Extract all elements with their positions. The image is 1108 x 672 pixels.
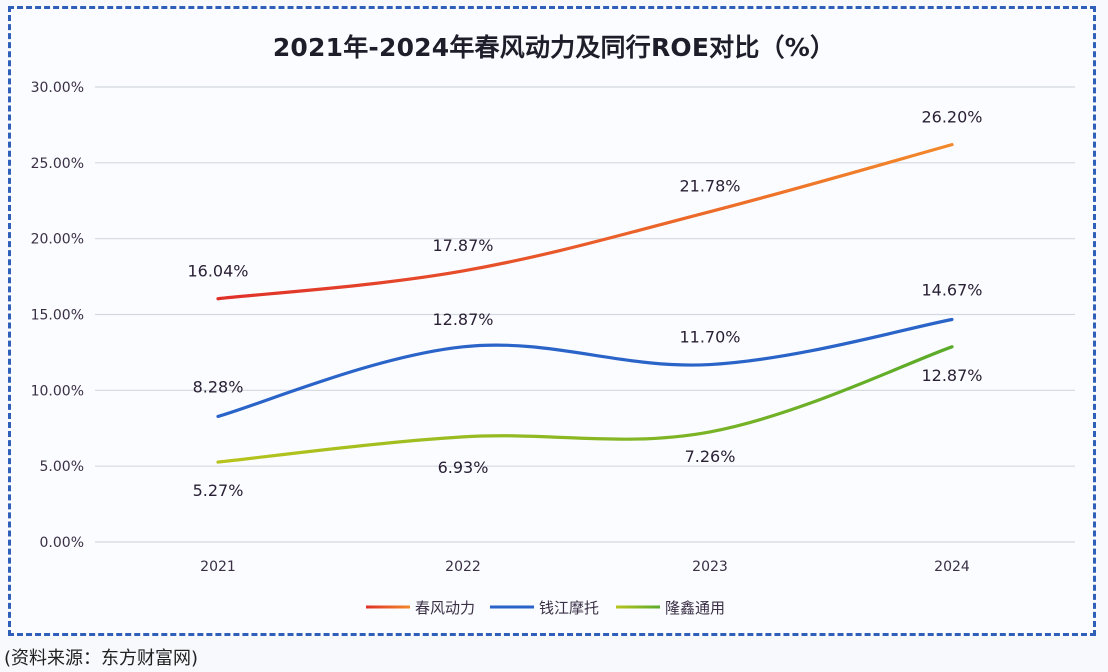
data-label: 12.87% <box>921 366 982 385</box>
data-label: 16.04% <box>187 262 248 281</box>
data-label: 21.78% <box>679 177 740 196</box>
series-line-1 <box>216 317 954 419</box>
y-tick-label: 20.00% <box>31 232 84 248</box>
legend-label: 隆鑫通用 <box>665 599 725 617</box>
y-tick-label: 5.00% <box>40 459 84 475</box>
data-label: 11.70% <box>679 328 740 347</box>
y-tick-label: 10.00% <box>31 383 84 399</box>
data-label: 14.67% <box>921 281 982 300</box>
data-label: 6.93% <box>438 458 489 477</box>
x-tick-label: 2023 <box>692 559 728 575</box>
x-tick-label: 2021 <box>200 559 236 575</box>
data-label: 26.20% <box>921 108 982 127</box>
data-label: 12.87% <box>432 310 493 329</box>
y-tick-label: 0.00% <box>40 535 84 551</box>
x-tick-label: 2024 <box>934 559 970 575</box>
legend-label: 春风动力 <box>415 599 475 617</box>
y-tick-label: 30.00% <box>31 80 84 96</box>
source-note: (资料来源：东方财富网) <box>4 648 199 669</box>
legend-label: 钱江摩托 <box>539 599 599 617</box>
data-label: 8.28% <box>193 377 244 396</box>
y-tick-label: 15.00% <box>31 308 84 324</box>
chart-frame <box>8 6 1096 636</box>
y-tick-label: 25.00% <box>31 156 84 172</box>
series-line-2 <box>216 345 954 464</box>
data-label: 17.87% <box>432 236 493 255</box>
series-line-0 <box>216 143 954 301</box>
data-label: 5.27% <box>193 481 244 500</box>
chart-title: 2021年-2024年春风动力及同行ROE对比（%） <box>272 33 836 62</box>
data-label: 7.26% <box>685 447 736 466</box>
x-tick-label: 2022 <box>445 559 481 575</box>
